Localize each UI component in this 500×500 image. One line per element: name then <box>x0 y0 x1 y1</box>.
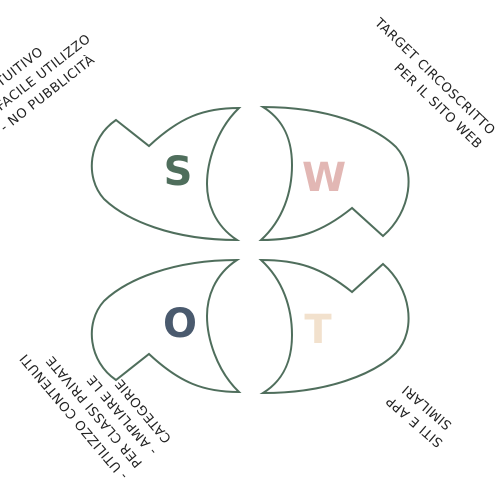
petal-o <box>90 258 242 394</box>
petal-w <box>258 105 410 242</box>
letter-o: O <box>162 301 197 347</box>
letter-w: W <box>301 155 347 201</box>
petal-s <box>90 106 242 242</box>
petal-t <box>258 258 410 395</box>
letter-s: S <box>163 149 193 195</box>
letter-t: T <box>304 307 332 353</box>
